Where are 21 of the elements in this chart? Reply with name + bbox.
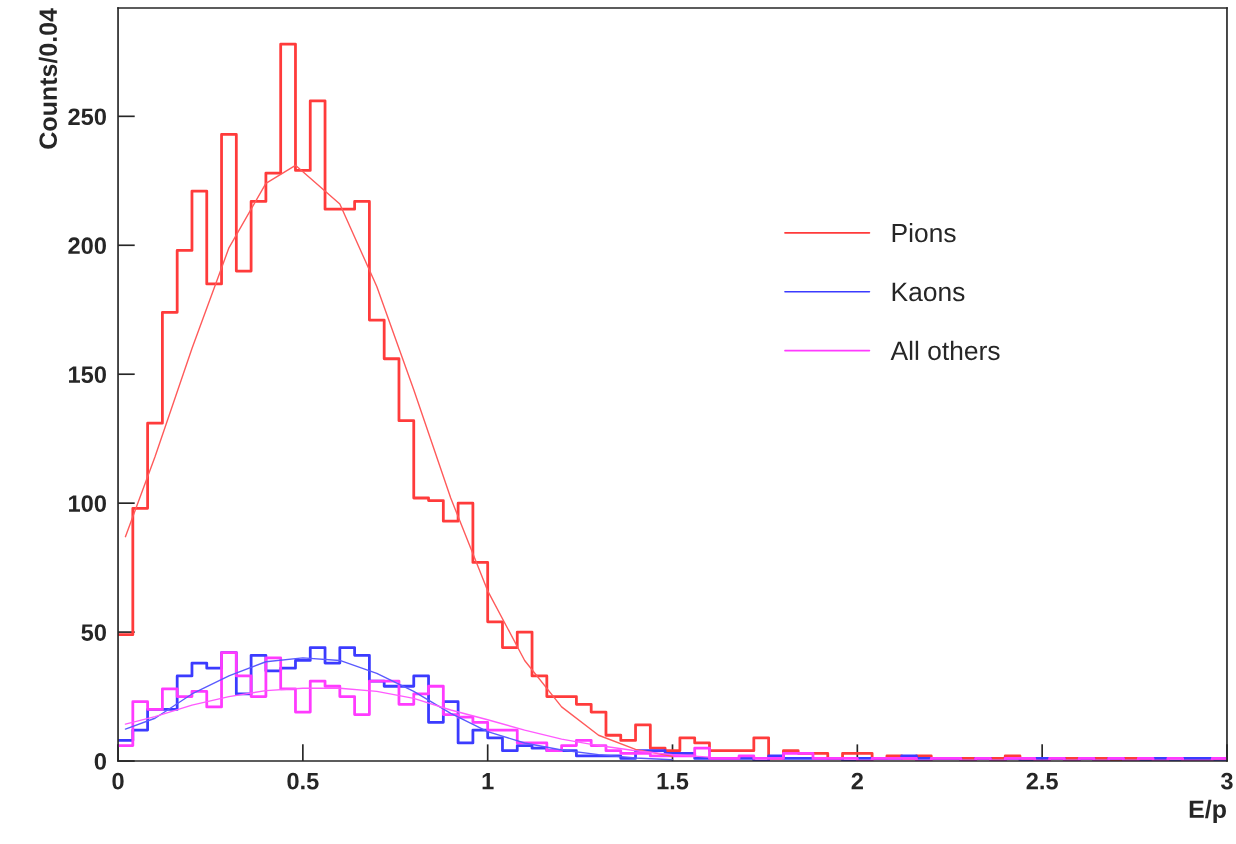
- y-tick-label: 50: [81, 624, 106, 641]
- x-tick-label: 1: [482, 773, 494, 790]
- y-tick-label: 100: [69, 495, 106, 512]
- legend-label: Pions: [892, 222, 956, 243]
- x-axis-title: E/p: [1189, 799, 1226, 824]
- y-tick-label: 200: [68, 237, 106, 255]
- x-tick-label: 0.5: [287, 772, 319, 790]
- line-series: [124, 687, 711, 758]
- y-tick-label: 150: [69, 366, 106, 383]
- x-tick-label: 3: [1220, 772, 1233, 790]
- y-tick-label: 250: [68, 108, 106, 126]
- x-tick-label: 1.5: [657, 773, 689, 790]
- line-series: [124, 657, 674, 761]
- legend-label: Kaons: [892, 282, 965, 302]
- x-tick-label: 2.5: [1026, 772, 1058, 790]
- legend-label: All others: [890, 340, 1000, 361]
- x-tick-label: 2: [851, 772, 863, 790]
- x-tick-label: 0: [112, 772, 124, 790]
- y-tick-label: 0: [94, 753, 106, 770]
- line-series: [124, 164, 674, 758]
- y-axis-title: Counts/0.04: [38, 8, 58, 149]
